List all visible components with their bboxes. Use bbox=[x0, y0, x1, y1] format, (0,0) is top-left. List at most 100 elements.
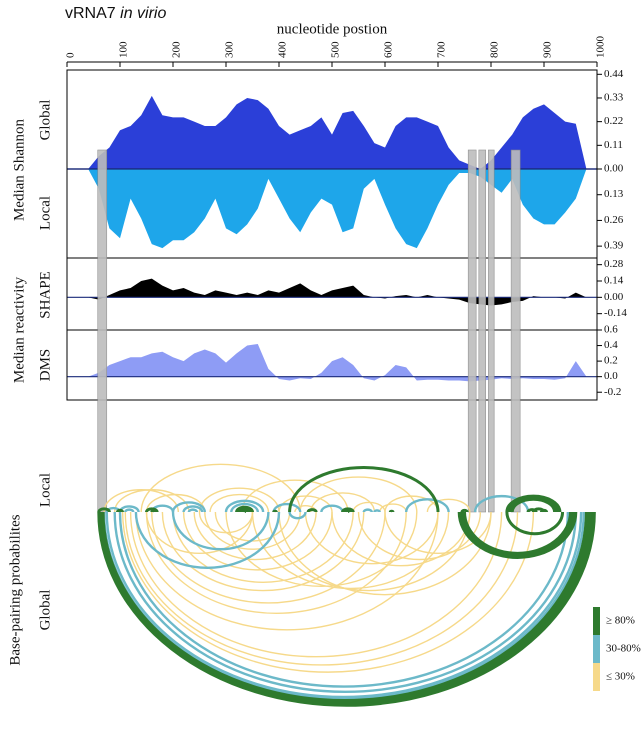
x-tick-label: 100 bbox=[118, 41, 130, 58]
y-tick-label: 0.39 bbox=[604, 240, 624, 252]
x-axis-label: nucleotide postion bbox=[277, 21, 388, 37]
arc bbox=[124, 508, 135, 513]
legend-swatch bbox=[593, 635, 600, 663]
panel-label: Local bbox=[37, 196, 53, 230]
arc bbox=[304, 511, 439, 565]
y-group-label: Median Shannon bbox=[11, 118, 27, 221]
arc bbox=[134, 511, 281, 570]
arc bbox=[357, 511, 482, 561]
legend-label: ≥ 80% bbox=[606, 615, 635, 627]
arc bbox=[539, 508, 549, 513]
title-italic: in virio bbox=[120, 5, 166, 22]
y-tick-label: 0.22 bbox=[604, 115, 623, 127]
arc bbox=[172, 511, 354, 583]
highlight-region bbox=[488, 149, 495, 513]
x-tick-label: 500 bbox=[330, 41, 342, 58]
y-group-label: Median reactivity bbox=[11, 276, 27, 383]
x-tick-label: 700 bbox=[436, 41, 448, 58]
highlight-region bbox=[97, 149, 108, 513]
arc bbox=[426, 498, 471, 513]
y-tick-label: 0.00 bbox=[604, 291, 624, 303]
arc bbox=[115, 508, 125, 513]
area bbox=[88, 95, 587, 169]
arc bbox=[352, 501, 386, 513]
arc bbox=[272, 509, 278, 514]
arc bbox=[288, 466, 440, 513]
arc bbox=[182, 505, 204, 513]
arc bbox=[278, 511, 492, 596]
arc bbox=[505, 494, 562, 513]
legend-swatch bbox=[593, 663, 600, 691]
highlight-region bbox=[467, 149, 477, 513]
y-tick-label: 0.2 bbox=[604, 355, 618, 367]
x-tick-label: 0 bbox=[65, 52, 77, 58]
y-tick-label: 0.6 bbox=[604, 324, 618, 336]
legend-swatch bbox=[593, 607, 600, 635]
arc bbox=[151, 511, 386, 604]
arc bbox=[237, 507, 252, 513]
y-tick-label: 0.28 bbox=[604, 258, 624, 270]
arc bbox=[97, 507, 111, 513]
x-tick-label: 600 bbox=[383, 41, 395, 58]
area bbox=[88, 344, 587, 382]
y-tick-label: 0.13 bbox=[604, 188, 624, 200]
arc bbox=[150, 509, 156, 514]
arc bbox=[384, 495, 439, 513]
panel-label: DMS bbox=[37, 349, 53, 382]
arc bbox=[299, 476, 418, 513]
area bbox=[88, 278, 587, 306]
arc bbox=[388, 509, 395, 514]
panel-label: SHAPE bbox=[37, 271, 53, 319]
x-tick-label: 300 bbox=[224, 41, 236, 58]
track-label: Local bbox=[37, 473, 53, 507]
arc bbox=[473, 494, 530, 513]
arc bbox=[145, 511, 407, 614]
arc bbox=[331, 511, 471, 567]
x-tick-label: 800 bbox=[489, 41, 501, 58]
arc bbox=[182, 511, 333, 571]
arc bbox=[230, 502, 259, 513]
arc bbox=[121, 511, 535, 673]
panel-label: Global bbox=[37, 100, 53, 141]
y-tick-label: -0.14 bbox=[604, 307, 627, 319]
arc bbox=[288, 511, 307, 520]
arcs bbox=[97, 463, 596, 707]
arc bbox=[101, 511, 588, 702]
highlight-region bbox=[510, 149, 521, 513]
arc bbox=[145, 493, 206, 513]
arc bbox=[198, 511, 254, 534]
arc bbox=[145, 511, 254, 555]
y-tick-label: 0.4 bbox=[604, 339, 618, 351]
arc bbox=[306, 508, 318, 513]
arc bbox=[457, 511, 578, 559]
arc bbox=[209, 493, 270, 513]
y-tick-label: 0.14 bbox=[604, 275, 624, 287]
arc bbox=[103, 489, 179, 513]
y-group-label: Base-pairing probabilites bbox=[7, 514, 23, 665]
title: vRNA7 in virio bbox=[65, 5, 166, 22]
arc bbox=[198, 487, 280, 513]
y-tick-label: -0.2 bbox=[604, 386, 621, 398]
arc bbox=[135, 511, 439, 631]
arc bbox=[124, 511, 519, 666]
arc bbox=[505, 511, 565, 536]
x-tick-label: 200 bbox=[171, 41, 183, 58]
arc bbox=[310, 492, 376, 513]
track-label: Global bbox=[37, 590, 53, 631]
arc bbox=[373, 509, 381, 513]
y-tick-label: 0.26 bbox=[604, 214, 624, 226]
profiles bbox=[67, 95, 597, 382]
arc bbox=[508, 496, 559, 513]
arc bbox=[241, 479, 349, 513]
y-tick-label: 0.33 bbox=[604, 92, 624, 104]
arc bbox=[171, 501, 206, 513]
x-tick-label: 1000 bbox=[595, 36, 607, 59]
highlight-region bbox=[478, 149, 486, 513]
arc bbox=[187, 508, 199, 513]
y-tick-label: 0.0 bbox=[604, 370, 618, 382]
y-tick-label: 0.00 bbox=[604, 163, 624, 175]
arc bbox=[526, 508, 538, 513]
arc bbox=[105, 511, 583, 699]
arc bbox=[224, 499, 265, 513]
